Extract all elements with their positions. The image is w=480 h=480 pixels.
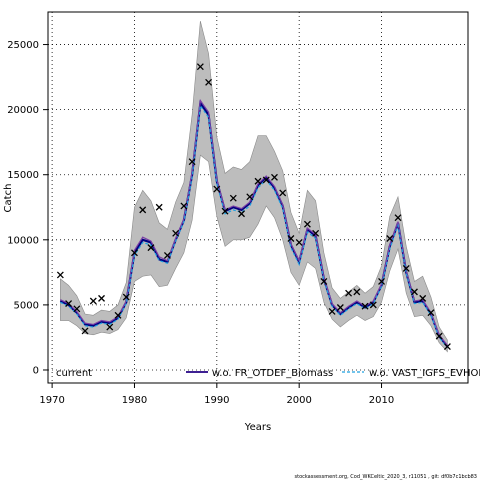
y-ticks: 0 5000 10000 15000 20000 25000 bbox=[7, 40, 48, 376]
observed-point bbox=[89, 297, 97, 305]
observed-point bbox=[435, 332, 443, 340]
observed-point bbox=[180, 202, 188, 210]
footer-text: stockassessment.org, Cod_WKCeltic_2020_3… bbox=[295, 474, 478, 480]
observed-point bbox=[155, 203, 163, 211]
y-tick-label: 20000 bbox=[7, 105, 39, 116]
observed-point bbox=[295, 238, 303, 246]
observed-point bbox=[205, 78, 213, 86]
x-ticks: 1970 1980 1990 2000 2010 bbox=[39, 383, 394, 406]
observed-point bbox=[271, 173, 278, 181]
legend-label-current: current bbox=[56, 368, 92, 379]
observed-point bbox=[114, 311, 122, 319]
legend-label-fr-otdef: w.o. FR_OTDEF_Biomass bbox=[212, 368, 333, 379]
observed-point bbox=[172, 229, 180, 237]
observed-point bbox=[122, 293, 130, 301]
observed-point bbox=[443, 343, 451, 351]
observed-point bbox=[188, 158, 196, 166]
observed-point bbox=[139, 206, 147, 214]
y-tick-label: 10000 bbox=[7, 235, 39, 246]
legend-label-vast-igfs: w.o. VAST_IGFS_EVHOE bbox=[369, 368, 480, 379]
observed-point bbox=[419, 294, 427, 302]
observed-point bbox=[427, 309, 435, 317]
series-layer bbox=[59, 98, 449, 349]
observed-point bbox=[262, 176, 270, 184]
observed-point bbox=[238, 210, 245, 218]
observed-point bbox=[312, 229, 320, 237]
x-tick-label: 1980 bbox=[122, 395, 147, 406]
observed-point bbox=[336, 304, 344, 311]
confidence-band-layer bbox=[60, 21, 448, 353]
y-tick-label: 15000 bbox=[7, 170, 39, 181]
observed-point bbox=[394, 214, 402, 222]
series-line-2 bbox=[60, 104, 448, 349]
x-tick-label: 2000 bbox=[286, 395, 311, 406]
observed-point bbox=[402, 264, 410, 272]
y-tick-label: 5000 bbox=[14, 300, 39, 311]
observed-point bbox=[163, 251, 171, 259]
observed-points-layer bbox=[56, 63, 451, 351]
observed-point bbox=[246, 193, 254, 201]
observed-point bbox=[361, 302, 369, 310]
observed-point bbox=[98, 294, 105, 302]
confidence-band-current bbox=[60, 21, 448, 353]
y-axis-label: Catch bbox=[3, 184, 14, 213]
y-tick-label: 0 bbox=[33, 365, 39, 376]
observed-point bbox=[369, 301, 377, 309]
observed-point bbox=[320, 278, 328, 285]
observed-point bbox=[131, 249, 138, 257]
plot-frame bbox=[47, 11, 469, 384]
observed-point bbox=[328, 307, 336, 315]
observed-point bbox=[81, 327, 89, 335]
observed-point bbox=[221, 207, 229, 215]
y-tick-label: 25000 bbox=[7, 40, 39, 51]
x-tick-label: 1970 bbox=[39, 395, 64, 406]
x-tick-label: 1990 bbox=[204, 395, 229, 406]
observed-point bbox=[386, 235, 394, 242]
observed-point bbox=[65, 300, 73, 308]
series-line-1 bbox=[60, 98, 448, 346]
observed-point bbox=[213, 185, 221, 193]
x-axis-label: Years bbox=[244, 422, 271, 433]
observed-point bbox=[303, 220, 311, 228]
observed-point bbox=[196, 63, 204, 71]
x-tick-label: 2010 bbox=[369, 395, 394, 406]
observed-point bbox=[287, 235, 295, 242]
observed-point bbox=[56, 271, 64, 279]
observed-point bbox=[254, 177, 262, 185]
observed-point bbox=[279, 189, 287, 197]
observed-point bbox=[106, 323, 114, 331]
observed-point bbox=[229, 194, 237, 202]
legend: current w.o. FR_OTDEF_Biomass w.o. VAST_… bbox=[56, 368, 480, 379]
observed-point bbox=[147, 244, 155, 252]
observed-point bbox=[345, 289, 353, 297]
observed-point bbox=[411, 288, 418, 296]
observed-point bbox=[73, 305, 81, 313]
observed-point bbox=[353, 288, 361, 296]
observed-point bbox=[378, 278, 385, 285]
